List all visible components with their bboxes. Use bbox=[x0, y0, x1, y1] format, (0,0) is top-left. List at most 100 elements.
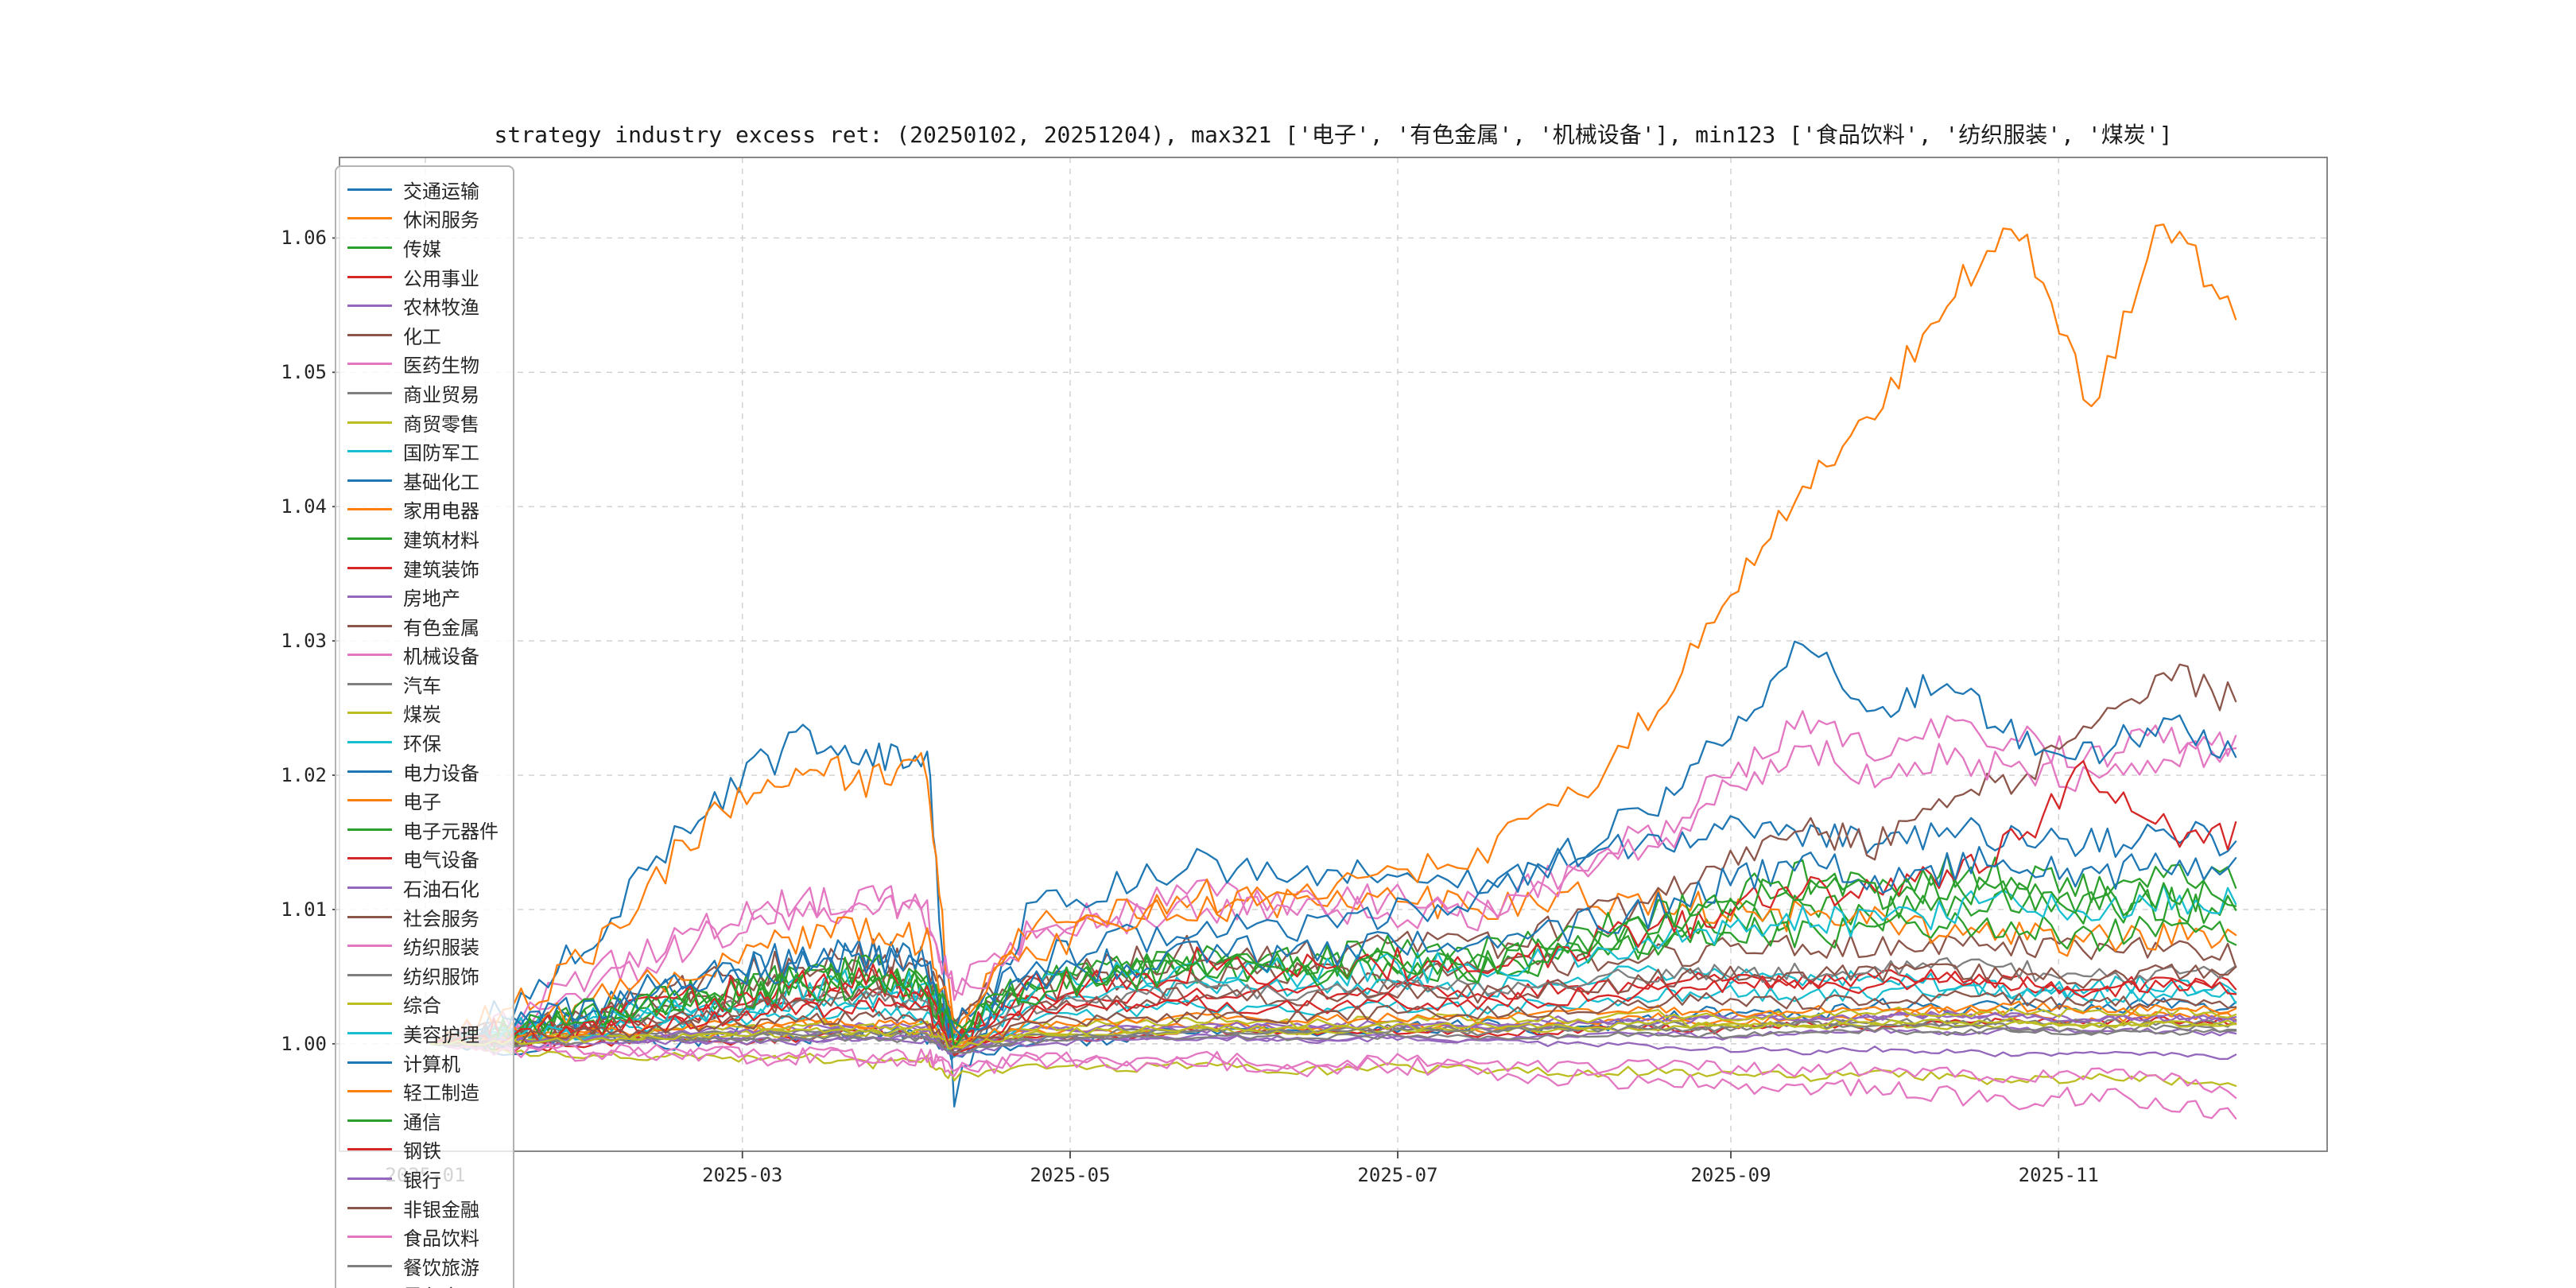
legend-line-swatch bbox=[347, 566, 392, 569]
legend-item: 医药生物 bbox=[347, 350, 499, 379]
legend-line-swatch bbox=[347, 857, 392, 860]
series-line-21 bbox=[429, 223, 2237, 1046]
y-tick-label: 1.01 bbox=[281, 898, 327, 921]
legend-label: 纺织服装 bbox=[403, 937, 479, 960]
legend-label: 休闲服务 bbox=[403, 209, 479, 232]
legend-line-swatch bbox=[347, 275, 392, 278]
series-line-33 bbox=[429, 972, 2237, 1057]
legend-label: 传媒 bbox=[403, 238, 441, 261]
legend-line-swatch bbox=[347, 886, 392, 890]
legend-label: 食品饮料 bbox=[403, 1228, 479, 1251]
legend-line-swatch bbox=[347, 421, 392, 424]
legend-line-swatch bbox=[347, 741, 392, 744]
legend-label: 纺织服饰 bbox=[403, 965, 479, 988]
series-line-6 bbox=[429, 710, 2237, 1046]
legend-label: 国防军工 bbox=[403, 442, 479, 465]
legend: 交通运输 休闲服务 传媒 公用事业 农林牧渔 化工 医药生物 商业贸易 商贸零售 国防军工 基础化工… bbox=[335, 165, 514, 1288]
legend-item: 电力设备 bbox=[347, 757, 499, 786]
legend-item: 非银金融 bbox=[347, 1193, 499, 1223]
legend-label: 化工 bbox=[403, 325, 441, 348]
legend-label: 家用电器 bbox=[403, 500, 479, 523]
legend-line-swatch bbox=[347, 1032, 392, 1035]
legend-item: 公用事业 bbox=[347, 262, 499, 292]
legend-item: 煤炭 bbox=[347, 699, 499, 728]
legend-line-swatch bbox=[347, 333, 392, 336]
chart-title: strategy industry excess ret: (20250102,… bbox=[494, 122, 2173, 148]
legend-line-swatch bbox=[347, 1061, 392, 1064]
legend-item: 建筑装饰 bbox=[347, 553, 499, 583]
legend-label: 银行 bbox=[403, 1169, 441, 1192]
legend-line-swatch bbox=[347, 624, 392, 627]
legend-label: 计算机 bbox=[403, 1053, 460, 1076]
legend-line-swatch bbox=[347, 508, 392, 511]
legend-item: 石油石化 bbox=[347, 873, 499, 902]
y-tick-label: 1.02 bbox=[281, 764, 327, 787]
x-tick-label: 2025-05 bbox=[1030, 1164, 1111, 1186]
x-tick-label: 2025-07 bbox=[1357, 1164, 1438, 1186]
legend-label: 黑色金属 bbox=[403, 1281, 479, 1288]
legend-label: 餐饮旅游 bbox=[403, 1256, 479, 1279]
legend-line-swatch bbox=[347, 391, 392, 394]
legend-item: 交通运输 bbox=[347, 175, 499, 204]
legend-line-swatch bbox=[347, 246, 392, 249]
plot-border bbox=[339, 157, 2328, 1152]
legend-line-swatch bbox=[347, 363, 392, 366]
legend-item: 钢铁 bbox=[347, 1135, 499, 1165]
series-line-17 bbox=[429, 956, 2237, 1049]
legend-item: 轻工制造 bbox=[347, 1077, 499, 1106]
legend-line-swatch bbox=[347, 1090, 392, 1093]
legend-label: 非银金融 bbox=[403, 1198, 479, 1221]
legend-label: 电力设备 bbox=[403, 762, 479, 785]
legend-item: 化工 bbox=[347, 320, 499, 350]
x-tick-label: 2025-11 bbox=[2018, 1164, 2099, 1186]
legend-line-swatch bbox=[347, 479, 392, 482]
legend-label: 房地产 bbox=[403, 588, 460, 611]
legend-item: 食品饮料 bbox=[347, 1222, 499, 1251]
series-line-8 bbox=[429, 1019, 2237, 1046]
series-line-35 bbox=[429, 990, 2237, 1055]
legend-item: 纺织服饰 bbox=[347, 960, 499, 990]
legend-line-swatch bbox=[347, 450, 392, 453]
legend-item: 有色金属 bbox=[347, 611, 499, 641]
legend-line-swatch bbox=[347, 682, 392, 685]
legend-label: 石油石化 bbox=[403, 879, 479, 902]
legend-label: 美容护理 bbox=[403, 1024, 479, 1047]
legend-line-swatch bbox=[347, 1003, 392, 1006]
legend-item: 商业贸易 bbox=[347, 378, 499, 408]
legend-label: 交通运输 bbox=[403, 180, 479, 203]
legend-label: 综合 bbox=[403, 995, 441, 1018]
legend-label: 基础化工 bbox=[403, 471, 479, 494]
legend-line-swatch bbox=[347, 1264, 392, 1267]
legend-item: 商贸零售 bbox=[347, 408, 499, 437]
legend-item: 基础化工 bbox=[347, 466, 499, 495]
legend-line-swatch bbox=[347, 1236, 392, 1239]
legend-label: 轻工制造 bbox=[403, 1082, 479, 1105]
series-line-30 bbox=[429, 846, 2237, 1048]
legend-label: 公用事业 bbox=[403, 267, 479, 290]
y-tick-label: 1.04 bbox=[281, 495, 327, 518]
series-line-19 bbox=[429, 883, 2237, 1049]
legend-item: 黑色金属 bbox=[347, 1281, 499, 1288]
legend-item: 银行 bbox=[347, 1164, 499, 1193]
legend-line-swatch bbox=[347, 828, 392, 831]
series-line-37 bbox=[429, 1026, 2237, 1054]
y-tick-label: 1.06 bbox=[281, 227, 327, 250]
legend-label: 电子 bbox=[403, 791, 441, 814]
legend-label: 钢铁 bbox=[403, 1140, 441, 1163]
legend-label: 社会服务 bbox=[403, 907, 479, 930]
legend-item: 餐饮旅游 bbox=[347, 1251, 499, 1281]
legend-item: 传媒 bbox=[347, 233, 499, 262]
legend-item: 电子元器件 bbox=[347, 815, 499, 844]
legend-item: 社会服务 bbox=[347, 902, 499, 932]
legend-line-swatch bbox=[347, 537, 392, 540]
series-line-11 bbox=[429, 751, 2237, 1046]
series-line-10 bbox=[429, 724, 2237, 1108]
legend-label: 医药生物 bbox=[403, 355, 479, 378]
legend-item: 汽车 bbox=[347, 669, 499, 699]
legend-item: 通信 bbox=[347, 1106, 499, 1135]
legend-line-swatch bbox=[347, 305, 392, 308]
series-line-20 bbox=[429, 640, 2237, 1049]
legend-label: 有色金属 bbox=[403, 616, 479, 639]
